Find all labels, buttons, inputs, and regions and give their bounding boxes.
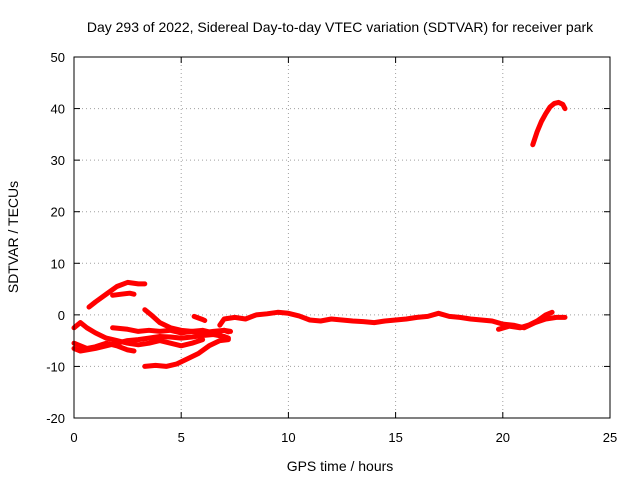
y-tick-label: 10: [51, 256, 65, 271]
y-tick-label: 20: [51, 205, 65, 220]
y-tick-label: 30: [51, 153, 65, 168]
y-tick-label: -20: [46, 411, 65, 426]
x-tick-label: 5: [178, 430, 185, 445]
x-tick-label: 20: [496, 430, 510, 445]
y-tick-label: 0: [58, 308, 65, 323]
series-line-arc-2: [71, 320, 206, 349]
series-line-arc-8: [142, 337, 231, 369]
series-layer: [71, 99, 568, 369]
series-line-arc-9: [191, 313, 208, 323]
x-axis-label: GPS time / hours: [287, 458, 394, 474]
x-tick-label: 15: [388, 430, 402, 445]
series-line-arc-7: [142, 307, 231, 336]
y-tick-label: 40: [51, 102, 65, 117]
series-line-arc-12: [530, 99, 568, 148]
chart-title: Day 293 of 2022, Sidereal Day-to-day VTE…: [87, 19, 594, 35]
grid: [74, 57, 610, 418]
x-tick-label: 10: [281, 430, 295, 445]
series-line-arc-5: [110, 290, 137, 298]
x-tick-label: 25: [603, 430, 617, 445]
series-line-arc-11: [496, 309, 555, 332]
series-line-arc-3: [71, 340, 137, 354]
y-axis-label: SDTVAR / TECUs: [5, 181, 21, 293]
plot-frame: [73, 56, 611, 419]
y-tick-label: -10: [46, 359, 65, 374]
x-tick-label: 0: [70, 430, 77, 445]
series-line-arc-4: [86, 279, 148, 310]
axis-ticks: 0 5 10 15 20 25 -20 -10 0 10 20 30 40 50: [46, 50, 617, 445]
y-tick-label: 50: [51, 50, 65, 65]
